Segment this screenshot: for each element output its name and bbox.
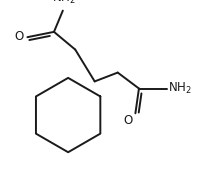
Text: NH$_2$: NH$_2$: [52, 0, 76, 6]
Text: O: O: [124, 114, 133, 127]
Text: NH$_2$: NH$_2$: [168, 81, 192, 96]
Text: O: O: [15, 30, 24, 43]
